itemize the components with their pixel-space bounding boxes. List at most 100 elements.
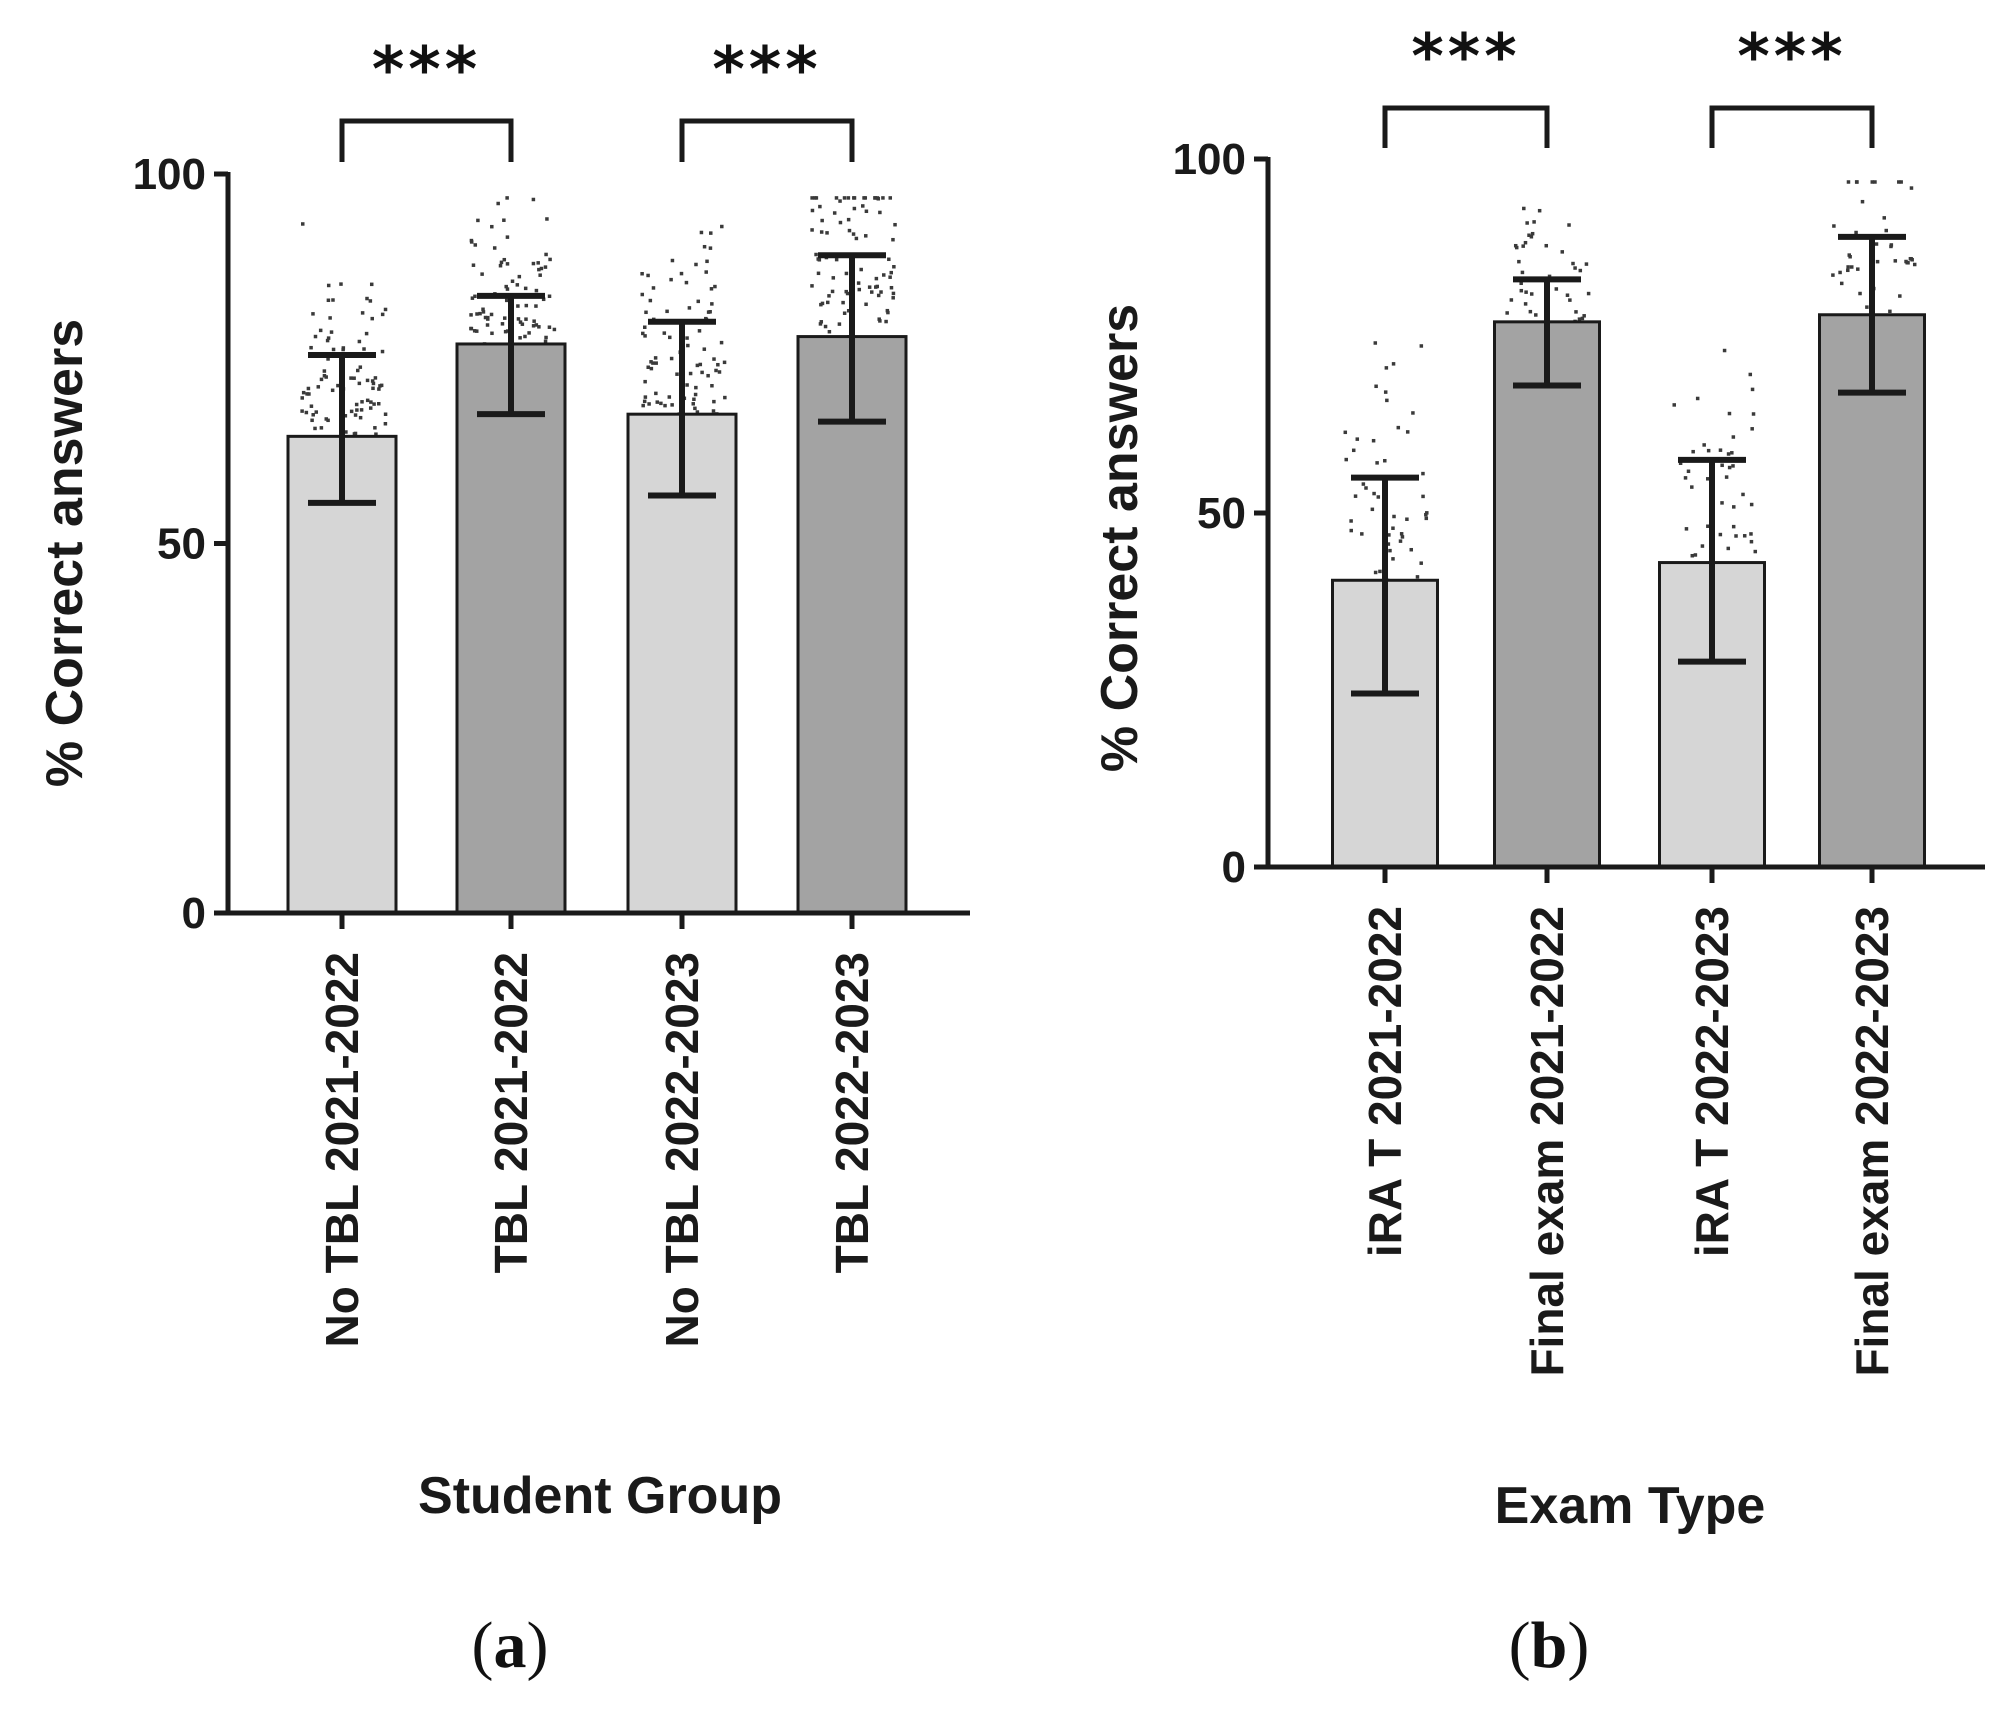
data-point [654,391,658,396]
data-point [1893,259,1898,263]
data-point [1695,396,1700,401]
data-point [1832,224,1836,228]
data-point [711,409,716,413]
data-point [502,218,506,222]
data-point [1734,534,1738,538]
data-point [1584,262,1589,266]
data-point [810,196,814,200]
data-point [538,273,542,277]
panel-a-y-axis-title: % Correct answers [36,319,94,787]
data-point [1421,494,1425,499]
significance-bracket [339,118,514,162]
data-point [1519,288,1524,293]
data-point [380,312,385,317]
data-point [309,404,314,408]
data-point [1706,524,1710,528]
data-point [471,263,476,267]
data-point [1726,546,1731,551]
data-point [353,413,358,417]
data-point [665,309,669,314]
data-point [1904,259,1908,264]
data-point [319,426,324,430]
data-point [1749,502,1754,507]
data-point [365,296,369,301]
data-point [892,265,896,269]
panel-b-bars [1331,313,1926,869]
data-point [1372,491,1376,496]
data-point [841,300,845,305]
data-point [1727,411,1732,416]
data-point [355,408,359,412]
data-point [309,345,313,350]
data-point [852,206,857,211]
data-point [881,196,885,200]
data-point [313,426,317,431]
data-point [330,388,335,393]
data-point [517,274,522,279]
data-point [1385,398,1389,403]
data-point [834,257,839,262]
data-point [670,403,674,407]
data-point [854,236,859,241]
data-point [1571,261,1575,266]
data-point [644,310,648,315]
data-point [490,331,494,336]
data-point [649,360,653,364]
data-point [696,299,701,304]
data-point [1731,464,1735,468]
data-point [372,402,376,406]
data-point [714,368,718,373]
data-point [1544,243,1549,248]
data-point [814,196,819,200]
data-point [304,410,309,415]
data-point [702,244,707,249]
y-tick-label: 0 [1222,843,1246,892]
x-tick-label: Final exam 2021-2022 [1521,906,1573,1377]
data-point [1690,553,1695,558]
data-point [531,261,536,266]
data-point [370,316,374,321]
data-point [357,339,362,344]
data-point [371,381,376,386]
data-point [876,197,881,201]
data-point [693,392,698,397]
significance-label: *** [372,33,481,106]
data-point [358,365,363,369]
data-point [326,283,331,288]
data-point [502,257,507,262]
data-point [1860,199,1865,204]
data-point [469,313,473,317]
data-point [373,376,378,380]
data-point [1846,265,1850,269]
data-point [380,349,385,354]
data-point [373,426,377,430]
data-point [1850,265,1854,269]
data-point [496,201,500,206]
data-point [539,266,544,271]
data-point [708,310,712,314]
data-point [358,415,363,420]
data-point [723,395,727,400]
data-point [844,289,848,294]
data-point [1425,511,1429,515]
data-point [352,432,357,436]
significance-label: *** [1411,20,1520,93]
data-point [825,300,830,305]
data-point [473,294,477,299]
data-point [857,287,862,292]
data-point [1678,461,1683,465]
data-point [313,334,318,339]
data-point [1750,427,1754,431]
data-point [1693,553,1698,557]
data-point [717,370,722,374]
data-point [640,292,645,297]
data-point [492,246,497,250]
data-point [473,243,478,247]
data-point [1865,305,1869,309]
data-point [344,430,348,434]
data-point [874,285,878,289]
data-point [818,322,823,326]
data-point [1560,250,1565,254]
data-point [475,329,479,333]
data-point [1742,534,1747,538]
